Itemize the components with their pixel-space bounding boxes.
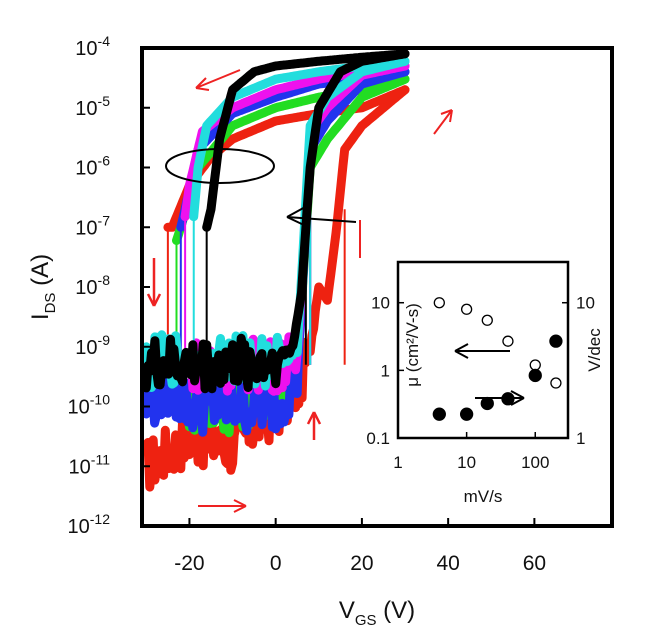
inset-y2-tick-label: 1 [576, 429, 585, 448]
inset-filled-point [459, 407, 474, 421]
x-tick-label: 60 [523, 552, 546, 575]
series-forward-line [142, 67, 410, 437]
inset-filled-point [528, 368, 542, 383]
sweep-arrow [433, 109, 453, 135]
inset-filled-point [432, 407, 446, 421]
series-trace [142, 49, 410, 394]
y-tick-label: 10-4 [75, 33, 110, 60]
inset-left-y-axis-label: μ (cm²/V-s) [403, 303, 422, 386]
y-tick-label: 10-6 [75, 153, 110, 180]
main-series-clip [142, 49, 410, 492]
inset-right-y-axis-label: V/dec [585, 328, 604, 372]
y-tick-label: 10-5 [75, 93, 110, 120]
sweep-arrow [146, 258, 162, 307]
direction-arrow-head [286, 205, 308, 227]
inset-open-point [550, 377, 562, 389]
y-tick-label: 10-8 [75, 272, 110, 299]
sweep-arrow [306, 411, 322, 440]
x-tick-label: -20 [174, 552, 204, 575]
sweep-arrow [195, 69, 241, 91]
y-tick-label: 10-9 [75, 332, 110, 359]
y-axis-ticks: 10-4 10-5 10-6 10-7 10-8 10-9 10-10 10-11 10-12 [68, 33, 150, 538]
inset-y-tick-label: 0.1 [366, 429, 390, 448]
direction-arrow-line [286, 216, 357, 223]
inset-y2-tick-label: 10 [576, 294, 595, 313]
inset-arrows [454, 343, 525, 406]
inset-arrow-left-head [454, 343, 469, 359]
x-axis-ticks: -20 0 20 40 60 [174, 518, 546, 575]
inset-open-point [481, 314, 493, 326]
y-tick-label: 10-12 [68, 511, 111, 538]
x-tick-label: 0 [270, 552, 282, 575]
inset-open-point [529, 359, 541, 371]
inset-filled-point [480, 396, 494, 411]
inset-series [432, 334, 563, 421]
inset-open-point [502, 335, 514, 347]
inset-x-tick-label: 100 [521, 453, 549, 472]
x-tick-label: 20 [350, 552, 373, 575]
inset-y-tick-label: 1 [381, 361, 390, 380]
inset-arrow-right-head [510, 390, 525, 406]
inset-plot-frame [396, 260, 570, 440]
y-tick-label: 10-7 [75, 212, 110, 239]
inset-series [433, 297, 562, 389]
inset-open-point [460, 303, 473, 315]
hysteresis-ellipse [165, 148, 275, 184]
inset-filled-point [549, 334, 563, 348]
x-axis-label: VGS (V) [339, 597, 415, 629]
main-series-group [142, 49, 410, 492]
inset-background [358, 258, 608, 504]
series-reverse-line [202, 49, 410, 232]
inset-open-point [433, 297, 445, 309]
inset-y-tick-label: 10 [371, 294, 390, 313]
inset-x-tick-label: 1 [393, 453, 402, 472]
sweep-arrow [198, 499, 247, 513]
y-tick-label: 10-11 [69, 451, 111, 478]
main-plot: -20 0 20 40 60 10-4 10-5 10-6 10-7 10-8 10-9 10-10… [27, 33, 614, 629]
x-tick-label: 40 [436, 552, 459, 575]
y-tick-label: 10-10 [68, 392, 111, 419]
y-axis-label: IDS (A) [27, 254, 59, 320]
inset-x-axis-label: mV/s [464, 487, 503, 506]
inset-series-group [432, 297, 563, 421]
inset-x-tick-label: 10 [457, 453, 476, 472]
